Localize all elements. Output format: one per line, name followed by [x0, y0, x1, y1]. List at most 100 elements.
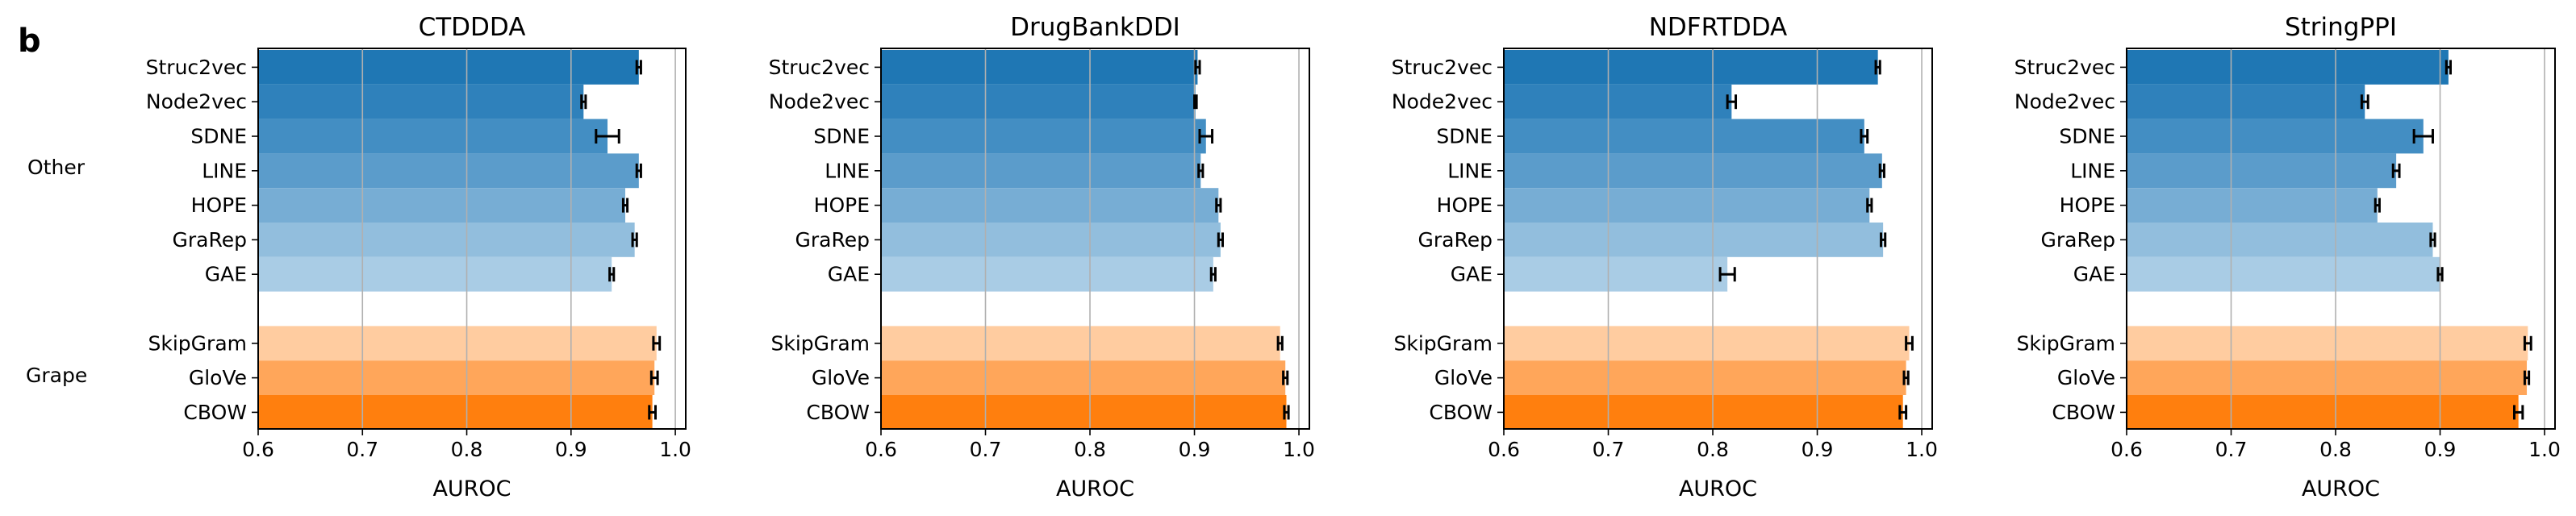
- bar-sdne: [258, 119, 608, 154]
- xtick-label-0-9: 0.9: [1802, 438, 1834, 461]
- xtick-label-0-6: 0.6: [242, 438, 274, 461]
- bar-glove: [2127, 360, 2528, 395]
- bar-grarep: [2127, 223, 2433, 257]
- errorbar-node2vec: [2360, 94, 2369, 110]
- errorbar-line: [1197, 163, 1204, 178]
- errorbar-line: [1878, 163, 1885, 178]
- x-axis-label: AUROC: [1679, 476, 1757, 501]
- ytick-label-sdne: SDNE: [2059, 125, 2115, 148]
- x-axis-label: AUROC: [432, 476, 511, 501]
- bar-gae: [258, 256, 612, 292]
- bar-skipgram: [1504, 326, 1910, 361]
- ytick-label-cbow: CBOW: [1429, 401, 1493, 424]
- xtick-label-1-0: 1.0: [1283, 438, 1315, 461]
- xtick-label-0-8: 0.8: [2319, 438, 2352, 461]
- ytick-label-cbow: CBOW: [2052, 401, 2115, 424]
- ytick-label-skipgram: SkipGram: [1394, 331, 1493, 355]
- errorbar-sdne: [1198, 129, 1214, 144]
- bar-struc2vec: [881, 50, 1198, 85]
- errorbar-glove: [649, 370, 659, 385]
- chart-panel-ndfrtdda: Struc2vec Node2vec SDNE LINE HOPE GraRep GAE Sk…: [1392, 13, 1938, 501]
- errorbar-skipgram: [652, 335, 662, 351]
- ytick-label-node2vec: Node2vec: [769, 90, 870, 114]
- bar-hope: [881, 188, 1219, 223]
- plot-frame: [257, 48, 687, 430]
- bar-gae: [1504, 256, 1728, 292]
- bar-hope: [2127, 188, 2378, 223]
- errorbar-gae: [1718, 267, 1736, 282]
- x-axis-label: AUROC: [1056, 476, 1134, 501]
- xtick-label-0-9: 0.9: [555, 438, 587, 461]
- ytick-label-grarep: GraRep: [173, 228, 247, 252]
- xtick-label-0-9: 0.9: [2424, 438, 2457, 461]
- errorbar-struc2vec: [1874, 60, 1881, 75]
- errorbar-cbow: [648, 405, 658, 420]
- ytick-label-line: LINE: [1447, 159, 1493, 182]
- xtick-label-0-7: 0.7: [2215, 438, 2248, 461]
- errorbar-gae: [1209, 267, 1217, 282]
- ytick-label-gae: GAE: [828, 263, 870, 286]
- ytick-label-glove: GloVe: [189, 366, 247, 389]
- xtick-label-1-0: 1.0: [1906, 438, 1938, 461]
- ytick-label-hope: HOPE: [191, 194, 247, 217]
- bar-struc2vec: [2127, 50, 2449, 85]
- errorbar-struc2vec: [2444, 60, 2452, 75]
- ytick-label-node2vec: Node2vec: [146, 90, 247, 114]
- ytick-label-cbow: CBOW: [183, 401, 247, 424]
- ytick-label-sdne: SDNE: [190, 125, 247, 148]
- errorbar-line: [2391, 163, 2401, 178]
- ytick-label-hope: HOPE: [1437, 194, 1493, 217]
- chart-panel-stringppi: Struc2vec Node2vec SDNE LINE HOPE GraRep GAE Sk…: [2014, 13, 2561, 501]
- bar-sdne: [2127, 119, 2424, 154]
- bar-hope: [258, 188, 626, 223]
- bar-grarep: [881, 223, 1221, 257]
- errorbar-sdne: [1860, 129, 1869, 144]
- errorbar-skipgram: [1276, 335, 1284, 351]
- ytick-label-glove: GloVe: [2057, 366, 2115, 389]
- ytick-label-struc2vec: Struc2vec: [146, 56, 247, 79]
- ytick-label-sdne: SDNE: [813, 125, 870, 148]
- errorbar-hope: [1215, 198, 1222, 213]
- errorbar-grarep: [631, 232, 638, 248]
- errorbar-cbow: [1283, 405, 1290, 420]
- plot-frame: [1503, 48, 1933, 430]
- bar-node2vec: [881, 84, 1196, 119]
- bar-grarep: [1504, 223, 1884, 257]
- bar-struc2vec: [1504, 50, 1878, 85]
- errorbar-hope: [621, 198, 629, 213]
- plot-frame: [880, 48, 1310, 430]
- bar-cbow: [881, 395, 1287, 430]
- bar-cbow: [1504, 395, 1903, 430]
- plot-frame: [2126, 48, 2556, 430]
- bar-grarep: [258, 223, 635, 257]
- errorbar-line: [635, 163, 642, 178]
- xtick-label-0-6: 0.6: [2110, 438, 2143, 461]
- ytick-label-gae: GAE: [1451, 263, 1493, 286]
- xtick-label-0-7: 0.7: [1593, 438, 1625, 461]
- ytick-label-sdne: SDNE: [1436, 125, 1493, 148]
- group-label-grape: Grape: [26, 364, 88, 387]
- errorbar-struc2vec: [635, 60, 642, 75]
- bar-skipgram: [2127, 326, 2528, 361]
- errorbar-cbow: [2512, 405, 2524, 420]
- errorbar-cbow: [1898, 405, 1908, 420]
- bar-line: [881, 153, 1201, 189]
- chart-panel-drugbankddi: Struc2vec Node2vec SDNE LINE HOPE GraRep GAE Sk…: [769, 13, 1315, 501]
- bar-node2vec: [258, 84, 584, 119]
- ytick-label-grarep: GraRep: [1418, 228, 1493, 252]
- ytick-label-node2vec: Node2vec: [2014, 90, 2115, 114]
- ytick-label-skipgram: SkipGram: [148, 331, 248, 355]
- errorbar-node2vec: [1193, 94, 1198, 110]
- errorbar-hope: [1866, 198, 1873, 213]
- bar-line: [1504, 153, 1882, 189]
- xtick-label-0-6: 0.6: [865, 438, 897, 461]
- ytick-label-line: LINE: [2070, 159, 2115, 182]
- bar-skipgram: [881, 326, 1280, 361]
- ytick-label-node2vec: Node2vec: [1392, 90, 1493, 114]
- ytick-label-grarep: GraRep: [795, 228, 870, 252]
- bar-cbow: [2127, 395, 2519, 430]
- bar-sdne: [881, 119, 1206, 154]
- ytick-label-skipgram: SkipGram: [771, 331, 870, 355]
- errorbar-node2vec: [1726, 94, 1738, 110]
- errorbar-gae: [2436, 267, 2444, 282]
